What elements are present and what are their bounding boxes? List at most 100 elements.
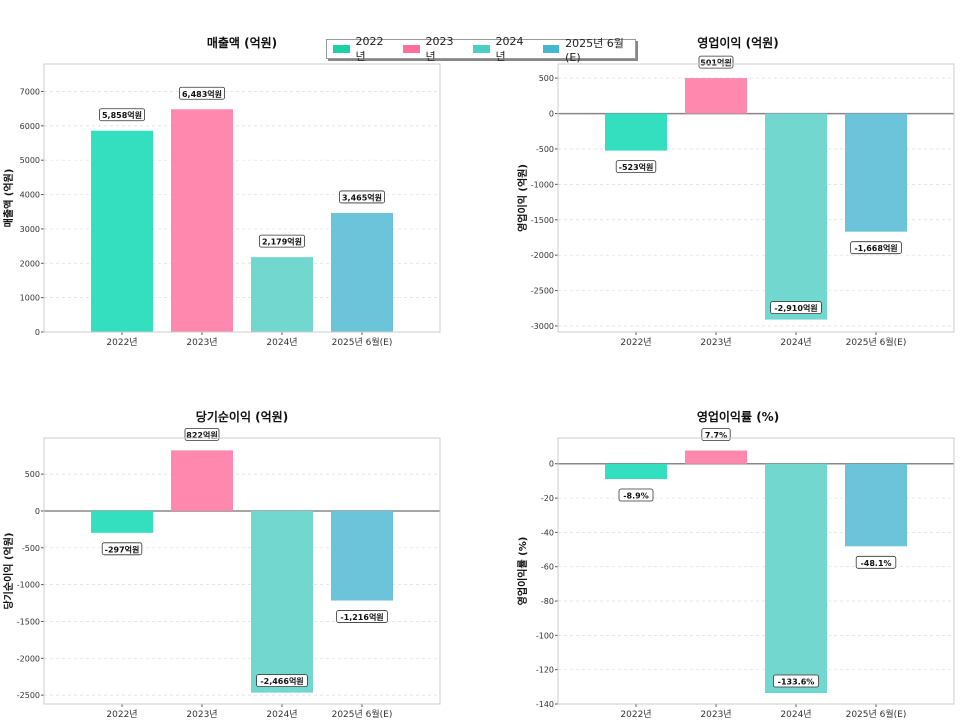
y-axis-label: 영업이익률 (%) xyxy=(516,537,529,606)
y-tick-label: -140 xyxy=(536,700,554,709)
legend: 2022년 2023년 2024년 2025년 6월(E) xyxy=(326,35,636,64)
y-tick-label: 5000 xyxy=(20,156,40,165)
y-tick-label: 4000 xyxy=(20,191,40,200)
y-tick-label: -60 xyxy=(541,563,554,572)
legend-label: 2024년 xyxy=(495,34,524,63)
y-tick-label: 3000 xyxy=(20,225,40,234)
x-tick-label: 2023년 xyxy=(700,337,731,348)
y-tick-label: -1500 xyxy=(531,216,554,225)
legend-swatch xyxy=(333,45,350,53)
y-tick-label: -500 xyxy=(536,145,554,154)
data-label: 7.7% xyxy=(705,431,727,440)
bar xyxy=(91,510,153,533)
y-tick-label: 1000 xyxy=(20,294,40,303)
data-label-box xyxy=(101,542,143,556)
x-tick-label: 2024년 xyxy=(266,337,297,348)
data-label: -297억원 xyxy=(105,544,140,554)
plot-frame xyxy=(557,63,955,333)
legend-label: 2023년 xyxy=(425,34,454,63)
data-label: -48.1% xyxy=(860,559,891,568)
data-label-box xyxy=(850,241,902,255)
y-tick-label: -2500 xyxy=(17,691,40,700)
y-tick-label: 0 xyxy=(35,507,40,516)
y-tick-label: -3000 xyxy=(531,322,554,331)
bar xyxy=(171,109,233,333)
x-tick-label: 2022년 xyxy=(106,709,137,720)
legend-label: 2025년 6월(E) xyxy=(565,36,624,64)
chart-title: 영업이익 (억원) xyxy=(697,35,778,50)
y-tick-label: -2000 xyxy=(531,251,554,260)
x-tick-label: 2022년 xyxy=(620,337,651,348)
y-tick-label: 0 xyxy=(549,460,554,469)
x-tick-label: 2025년 6월(E) xyxy=(846,708,907,720)
data-label-box xyxy=(773,674,820,688)
data-label: 501억원 xyxy=(700,58,731,68)
y-tick-label: -2000 xyxy=(17,654,40,663)
data-label: -2,466억원 xyxy=(260,676,303,686)
plot-frame xyxy=(43,437,441,705)
x-tick-label: 2025년 6월(E) xyxy=(846,336,907,348)
y-tick-label: 500 xyxy=(25,470,40,479)
y-tick-label: 6000 xyxy=(20,122,40,131)
y-tick-label: -120 xyxy=(536,666,554,675)
x-tick-label: 2022년 xyxy=(106,337,137,348)
chart-title: 당기순이익 (억원) xyxy=(196,409,288,424)
chart-title: 매출액 (억원) xyxy=(207,35,277,50)
y-axis-label: 매출액 (억원) xyxy=(2,169,15,228)
x-tick-label: 2025년 6월(E) xyxy=(332,336,393,348)
y-tick-label: -1000 xyxy=(531,180,554,189)
legend-item-2024: 2024년 xyxy=(473,35,527,64)
y-tick-label: -40 xyxy=(541,528,554,537)
data-label-box xyxy=(618,488,654,502)
chart-2: 영업이익 (억원) -3000 -2500 -2000 -1500 -1000 -500 0 5… xyxy=(516,35,955,348)
y-tick-label: 0 xyxy=(35,328,40,337)
y-tick-label: -500 xyxy=(22,544,40,553)
data-label: -2,910억원 xyxy=(774,303,817,313)
bar xyxy=(251,510,313,693)
bar xyxy=(171,450,233,511)
x-tick-label: 2022년 xyxy=(620,709,651,720)
x-tick-label: 2024년 xyxy=(266,709,297,720)
y-tick-label: 0 xyxy=(549,110,554,119)
bar xyxy=(605,463,667,480)
data-label-box xyxy=(698,55,734,69)
x-tick-label: 2024년 xyxy=(780,337,811,348)
bar xyxy=(331,510,393,601)
bar xyxy=(331,212,393,332)
legend-item-2025: 2025년 6월(E) xyxy=(543,35,625,64)
legend-swatch xyxy=(473,45,490,53)
y-tick-label: -100 xyxy=(536,631,554,640)
data-label: 5,858억원 xyxy=(102,110,142,120)
plot-frame xyxy=(557,437,955,705)
y-tick-label: 500 xyxy=(539,74,554,83)
y-axis-label: 당기순이익 (억원) xyxy=(2,532,15,609)
x-tick-label: 2023년 xyxy=(186,337,217,348)
bar xyxy=(765,113,827,320)
legend-label: 2022년 xyxy=(355,34,384,63)
bar xyxy=(845,463,907,547)
data-label-box xyxy=(855,555,897,569)
y-tick-label: -1000 xyxy=(17,581,40,590)
y-tick-label: -20 xyxy=(541,494,554,503)
plot-frame xyxy=(43,63,441,333)
data-label-box xyxy=(338,190,385,204)
data-label-box xyxy=(770,301,822,315)
data-label-box xyxy=(178,86,225,100)
legend-swatch xyxy=(403,45,420,53)
data-label: 2,179억원 xyxy=(262,237,302,247)
legend-item-2022: 2022년 xyxy=(333,35,387,64)
data-label: 822억원 xyxy=(186,430,217,440)
x-tick-label: 2023년 xyxy=(700,709,731,720)
bar xyxy=(91,130,153,332)
legend-swatch xyxy=(543,45,560,53)
bar xyxy=(251,257,313,332)
x-tick-label: 2024년 xyxy=(780,709,811,720)
x-tick-label: 2023년 xyxy=(186,709,217,720)
chart-3: 당기순이익 (억원) -2500 -2000 -1500 -1000 -500 0 500 당기… xyxy=(2,409,441,720)
data-label-box xyxy=(336,610,388,623)
data-label: -133.6% xyxy=(778,678,815,687)
y-tick-label: -1500 xyxy=(17,617,40,626)
bar xyxy=(845,113,907,232)
